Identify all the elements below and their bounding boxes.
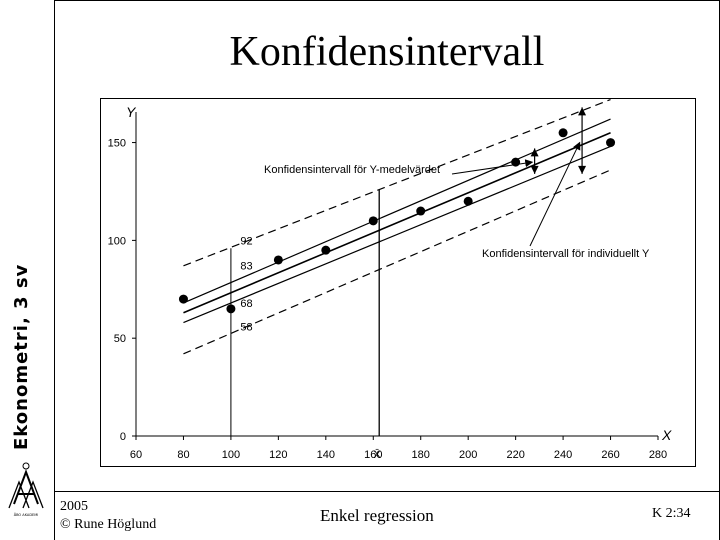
data-point (416, 206, 426, 216)
mean-interval-leader (451, 159, 534, 175)
x-tick-label: 200 (459, 449, 477, 461)
x-tick-label: 60 (130, 449, 142, 461)
y-tick-label: 150 (108, 138, 126, 150)
sidebar-divider (54, 0, 55, 540)
footer-credit: 2005 © Rune Höglund (60, 498, 156, 534)
value-label: 58 (240, 321, 252, 333)
logo-text: ÅBO AKADEMI (14, 512, 39, 517)
value-label: 92 (240, 235, 252, 247)
x-tick-label: 220 (506, 449, 524, 461)
individual-interval-leader (529, 141, 581, 247)
data-point (368, 216, 378, 226)
page-number: K 2:34 (652, 506, 691, 521)
mean-ci-upper (183, 118, 611, 304)
y-axis-label: Y (126, 104, 137, 120)
mean-interval-arrow-head-bottom (530, 165, 539, 174)
mean-ci-lower (183, 145, 611, 324)
individual-interval-arrow-head-top (578, 107, 587, 116)
footer-topic: Enkel regression (320, 506, 434, 525)
value-label: 68 (240, 298, 252, 310)
data-point (606, 138, 616, 148)
mean-interval-annotation: Konfidensintervall för Y-medelvärdet (264, 164, 440, 176)
footer-divider (54, 491, 720, 492)
x-tick-label: 120 (269, 449, 287, 461)
x-mean-label: X̄ (374, 448, 382, 461)
x-tick-label: 100 (222, 449, 240, 461)
data-point (178, 294, 188, 304)
footer-year: 2005 (60, 499, 88, 514)
x-tick-label: 260 (601, 449, 619, 461)
y-tick-label: 0 (120, 431, 126, 443)
slide-title: Konfidensintervall (229, 29, 545, 75)
x-tick-label: 180 (412, 449, 430, 461)
top-divider (54, 0, 720, 1)
value-label: 83 (240, 261, 252, 273)
individual-interval-arrow-head-bottom (578, 165, 587, 174)
x-tick-label: 160 (364, 449, 382, 461)
regression-line (183, 132, 611, 314)
footer-author: © Rune Höglund (60, 517, 157, 532)
x-axis-label: X (661, 427, 672, 443)
abo-akademi-logo-icon: ÅBO AKADEMI (8, 462, 44, 517)
y-tick-label: 50 (114, 333, 126, 345)
x-tick-label: 240 (554, 449, 572, 461)
mean-interval-arrow-head-top (530, 148, 539, 157)
x-tick-label: 140 (317, 449, 335, 461)
chart-frame (100, 98, 696, 467)
data-point (273, 255, 283, 265)
data-point (558, 128, 568, 138)
individual-interval-annotation: Konfidensintervall för individuellt Y (482, 248, 650, 260)
x-tick-label: 280 (649, 449, 667, 461)
data-point (226, 304, 236, 314)
x-tick-label: 80 (177, 449, 189, 461)
prediction-band-upper (183, 98, 611, 267)
y-tick-label: 100 (108, 235, 126, 247)
data-point (463, 196, 473, 206)
data-point (321, 245, 331, 255)
sidebar: Ekonometri, 3 sv ÅBO AKADEMI (0, 0, 54, 540)
